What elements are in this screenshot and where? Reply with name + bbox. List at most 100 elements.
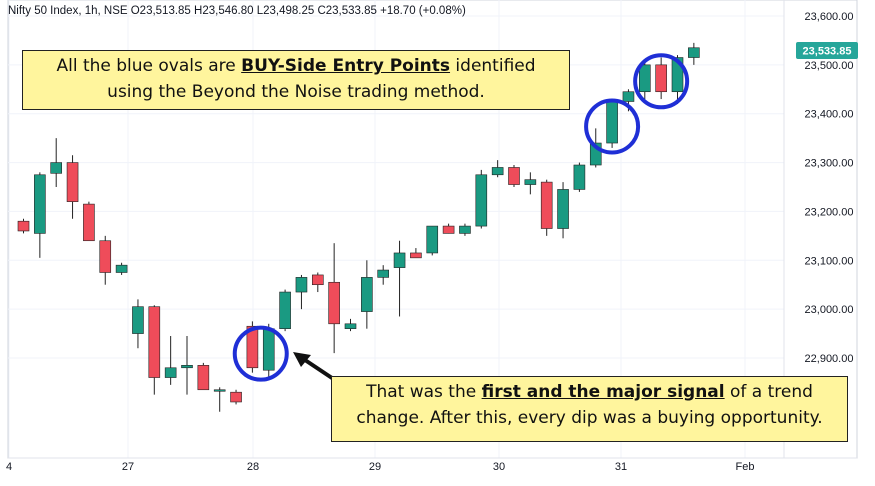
callout-arrow [293,352,337,382]
arrow-shaft [300,356,337,382]
x-tick-label: 28 [247,461,259,473]
y-tick-label: 23,600.00 [805,11,854,23]
y-tick-label: 22,900.00 [805,353,854,365]
candle [230,389,242,405]
candle [50,138,63,187]
candle [132,299,144,349]
candle-body [132,306,144,334]
x-tick-label: 30 [493,461,505,473]
candle [34,172,46,258]
candle-body [426,225,439,254]
candle-body [99,240,112,273]
candle [540,179,553,236]
x-tick-label: 27 [122,461,134,473]
candle-body [491,167,504,176]
candles [17,42,700,412]
y-tick-label: 23,300.00 [805,158,854,170]
candle-body [181,365,193,369]
last-price-tag-bg [796,42,858,59]
candle-body [540,181,553,229]
candle [66,155,79,219]
callout-top-line1: All the blue ovals are BUY-Side Entry Po… [23,53,569,79]
candle [328,243,340,354]
y-tick-label: 23,200.00 [805,206,854,218]
candle [164,336,177,385]
candle [508,165,520,187]
callout-top-line2: using the Beyond the Noise trading metho… [107,82,485,102]
y-tick-label: 23,000.00 [805,304,854,316]
candle-body [638,64,651,93]
callout-top-post: identified [450,56,536,76]
candle [279,289,291,332]
candle [688,42,700,65]
candle [197,362,210,391]
last-price-tag-label: 23,533.85 [803,46,852,58]
candle-body [688,47,700,58]
candle [655,57,667,100]
candle-body [83,203,95,242]
candle [557,182,569,239]
candle-body [377,269,390,278]
callout-buy-side-entry: All the blue ovals are BUY-Side Entry Po… [22,50,570,110]
x-tick-label: 31 [615,461,627,473]
candle-body [508,167,520,185]
candle-body [17,220,30,232]
buy-signal-oval [584,98,641,155]
buy-signal-oval [633,53,690,110]
candle-body [34,174,46,234]
candle [148,305,161,395]
candle-body [557,189,569,229]
x-tick-label: 29 [369,461,381,473]
candle-body [115,264,128,273]
candle [311,272,324,293]
candle [638,62,651,100]
candle [573,162,586,192]
candle [410,248,422,259]
candle-body [606,101,618,144]
callout-bottom-post: of a trend [724,382,813,402]
candle [344,318,357,332]
callout-bottom-line1: That was the first and the major signal … [332,379,847,405]
candle [524,172,537,195]
last-price-tag: 23,533.85 [796,42,858,59]
candle-body [246,325,259,369]
candle [491,160,504,178]
candle-body [442,225,455,234]
candle-body [311,274,324,286]
candle-body [622,91,635,102]
candle [426,225,439,256]
candle [83,201,95,242]
candle [17,218,30,234]
callout-bottom-line2: change. After this, every dip was a buyi… [356,408,823,428]
candle-body [410,252,422,259]
buy-signal-oval [232,325,289,382]
candle [606,99,618,148]
candle [393,240,406,317]
candle-body [148,306,161,378]
price-axis[interactable]: 23,600.00 23,500.00 23,400.00 23,300.00 23,2… [783,0,854,458]
candle-body [230,391,242,403]
candle-body [459,225,471,234]
candle-body [589,142,602,166]
candle-body [66,162,79,202]
candle-body [393,252,406,268]
candle-body [213,389,226,392]
candle-body [475,174,488,227]
candle-body [655,64,667,93]
candle-body [164,367,177,378]
y-tick-label: 23,400.00 [805,109,854,121]
candle [361,260,373,329]
candle [377,265,390,285]
candle-body [279,291,291,329]
candle-body [671,57,684,93]
candle-body [50,162,63,174]
candle [475,169,488,229]
time-axis[interactable]: 4 27 28 29 30 31 Feb [6,457,857,473]
candle-body [328,281,340,325]
x-tick-label: Feb [736,461,755,473]
candle [181,336,193,395]
candle-body [262,328,275,371]
candle-body [344,323,357,329]
candle [442,223,455,234]
callout-top-bold: BUY-Side Entry Points [241,56,451,76]
